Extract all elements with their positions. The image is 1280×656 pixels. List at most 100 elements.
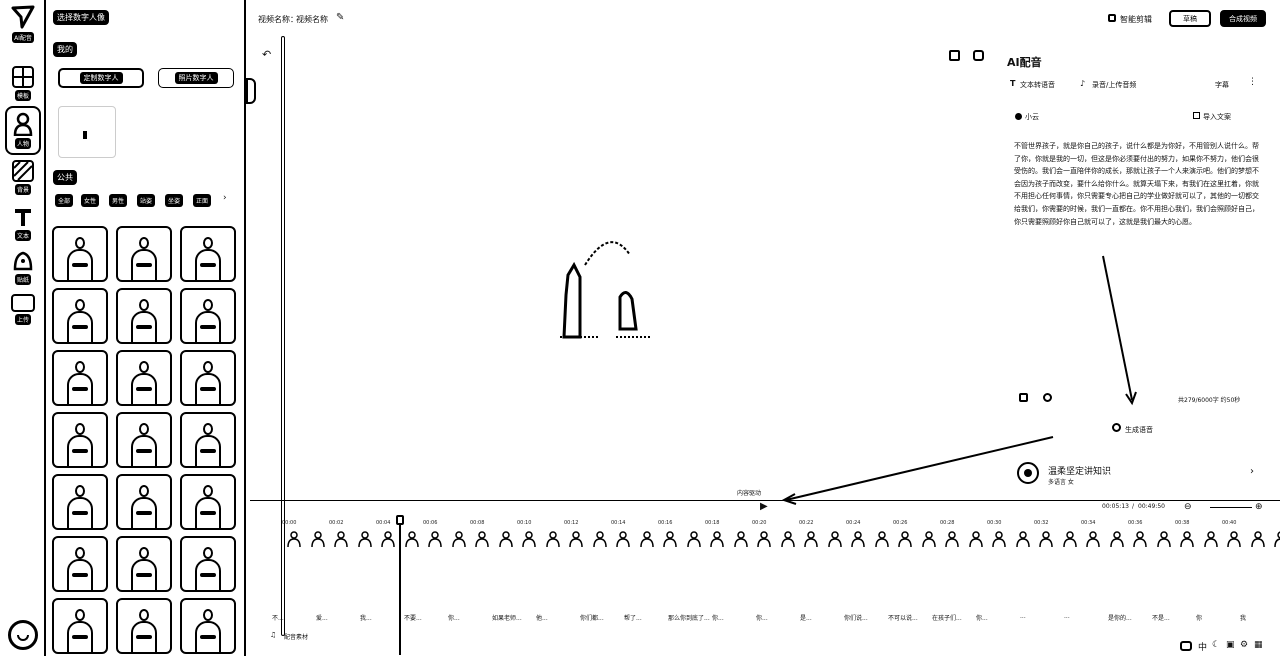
tab-record-upload[interactable]: 录音/上传音频: [1092, 81, 1137, 89]
rail-item-sticker[interactable]: 贴纸: [8, 250, 38, 285]
filter-chip-all[interactable]: 全部: [55, 194, 74, 207]
subtitle-label[interactable]: 字幕: [1215, 81, 1229, 89]
caption-clip[interactable]: 是...: [800, 615, 812, 622]
pause-icon[interactable]: [1043, 393, 1052, 402]
playhead-handle[interactable]: [396, 515, 404, 525]
tab-photo-avatar[interactable]: 照片数字人: [158, 68, 234, 88]
rail-item-background[interactable]: 背景: [8, 160, 38, 195]
caption-clip[interactable]: ...: [1020, 613, 1026, 620]
caption-clip[interactable]: 你...: [448, 615, 460, 622]
rail-item-ai-dub[interactable]: AI配音: [8, 4, 38, 43]
robot-icon[interactable]: [1180, 641, 1192, 651]
caption-clip[interactable]: 在孩子们...: [932, 615, 962, 622]
video-preview-canvas[interactable]: [540, 225, 660, 345]
avatar-card[interactable]: [116, 598, 172, 654]
undo-icon[interactable]: ↶: [262, 48, 272, 61]
tab-text-to-speech[interactable]: 文本转语音: [1020, 81, 1055, 89]
save-draft-button[interactable]: 草稿: [1169, 10, 1211, 27]
layout-icon[interactable]: [949, 50, 960, 61]
grid-small-icon[interactable]: ▦: [1254, 640, 1263, 650]
smart-cut-link[interactable]: 智能剪辑: [1120, 15, 1152, 24]
avatar-card[interactable]: [52, 412, 108, 468]
avatar-card[interactable]: [52, 536, 108, 592]
avatar-card[interactable]: [52, 350, 108, 406]
avatar-card[interactable]: [52, 474, 108, 530]
keyboard-icon[interactable]: ▣: [1226, 640, 1235, 650]
moon-icon[interactable]: ☾: [1212, 640, 1221, 650]
generate-voice-button[interactable]: 生成语音: [1125, 426, 1153, 434]
script-textarea[interactable]: 不管世界孩子，就是你自己的孩子，说什么都是为你好，不用管别人说什么。帮了你，你就…: [1014, 142, 1259, 226]
project-name[interactable]: 视频名称: [296, 15, 328, 24]
rail-item-templates[interactable]: 模板: [8, 66, 38, 101]
avatar-card[interactable]: [52, 288, 108, 344]
caption-clip[interactable]: 你...: [712, 615, 724, 622]
my-avatar-card[interactable]: [58, 106, 116, 158]
avatar-card[interactable]: [116, 350, 172, 406]
filter-chip-front[interactable]: 正面: [193, 194, 212, 207]
caption-clip[interactable]: 他...: [536, 615, 548, 622]
caption-clip[interactable]: 帮了...: [624, 615, 642, 622]
voice-name[interactable]: 小云: [1025, 113, 1039, 121]
avatar-card[interactable]: [116, 288, 172, 344]
caption-clip[interactable]: 爱...: [316, 615, 328, 622]
caption-clip[interactable]: ...: [1064, 613, 1070, 620]
audio-track-label[interactable]: 配音素材: [284, 634, 309, 641]
rail-item-upload[interactable]: 上传: [6, 294, 40, 325]
caption-clip[interactable]: 那么你到底了...: [668, 615, 710, 622]
avatar-card[interactable]: [180, 226, 236, 282]
settings-icon[interactable]: ⚙: [1240, 640, 1249, 650]
avatar-card[interactable]: [116, 412, 172, 468]
emotion-icon[interactable]: [1019, 393, 1028, 402]
chip-scroll-icon[interactable]: ›: [223, 193, 227, 203]
caption-clip[interactable]: 我: [1240, 615, 1247, 622]
filter-chip-standing[interactable]: 站姿: [137, 194, 156, 207]
avatar-card[interactable]: [180, 474, 236, 530]
caption-clip[interactable]: 不...: [272, 615, 284, 622]
zoom-slider[interactable]: [1210, 507, 1252, 508]
zoom-out-icon[interactable]: ⊖: [1184, 502, 1192, 512]
play-button[interactable]: ▶: [760, 501, 768, 512]
caption-clip[interactable]: 不可以说...: [888, 615, 918, 622]
avatar-card[interactable]: [180, 598, 236, 654]
caption-clip[interactable]: 你: [1196, 615, 1203, 622]
caption-clip[interactable]: 你...: [756, 615, 768, 622]
time-current: 00:05:13: [1102, 503, 1129, 510]
zoom-in-icon[interactable]: ⊕: [1255, 502, 1263, 512]
track-label[interactable]: 内容驱动: [737, 490, 762, 497]
filter-chip-male[interactable]: 男性: [109, 194, 128, 207]
avatar-card[interactable]: [52, 226, 108, 282]
copy-icon[interactable]: [973, 50, 984, 61]
avatar-card[interactable]: [180, 288, 236, 344]
avatar-card[interactable]: [116, 226, 172, 282]
caption-clip[interactable]: 不要...: [404, 615, 422, 622]
smile-icon[interactable]: [8, 620, 38, 650]
caption-clip[interactable]: 是你的...: [1108, 615, 1132, 622]
export-video-button[interactable]: 合成视频: [1220, 10, 1266, 27]
more-icon[interactable]: ⋮: [1248, 77, 1257, 87]
caption-clip[interactable]: 如果老师...: [492, 615, 522, 622]
lang-icon[interactable]: 中: [1198, 643, 1208, 653]
filter-chip-sitting[interactable]: 坐姿: [165, 194, 184, 207]
collapse-panel-handle[interactable]: [246, 78, 256, 104]
playhead[interactable]: [399, 515, 401, 655]
caption-clip[interactable]: 不是...: [1152, 615, 1170, 622]
caption-clip[interactable]: 我...: [360, 615, 372, 622]
chevron-right-icon[interactable]: ›: [1250, 466, 1254, 477]
rail-item-text[interactable]: 文本: [8, 206, 38, 241]
voice-profile-name[interactable]: 温柔坚定讲知识: [1048, 467, 1112, 477]
caption-clip[interactable]: 你们都...: [580, 615, 604, 622]
rail-item-person[interactable]: 人物: [5, 106, 41, 155]
avatar-card[interactable]: [116, 536, 172, 592]
library-scrollbar[interactable]: [281, 36, 285, 636]
import-script-link[interactable]: 导入文案: [1203, 113, 1231, 121]
caption-clip[interactable]: 你们说...: [844, 615, 868, 622]
avatar-card[interactable]: [52, 598, 108, 654]
avatar-card[interactable]: [180, 412, 236, 468]
edit-pencil-icon[interactable]: ✎: [336, 12, 345, 23]
tab-custom-avatar[interactable]: 定制数字人: [58, 68, 144, 88]
avatar-card[interactable]: [180, 536, 236, 592]
filter-chip-female[interactable]: 女性: [81, 194, 100, 207]
caption-clip[interactable]: 你...: [976, 615, 988, 622]
avatar-card[interactable]: [116, 474, 172, 530]
avatar-card[interactable]: [180, 350, 236, 406]
